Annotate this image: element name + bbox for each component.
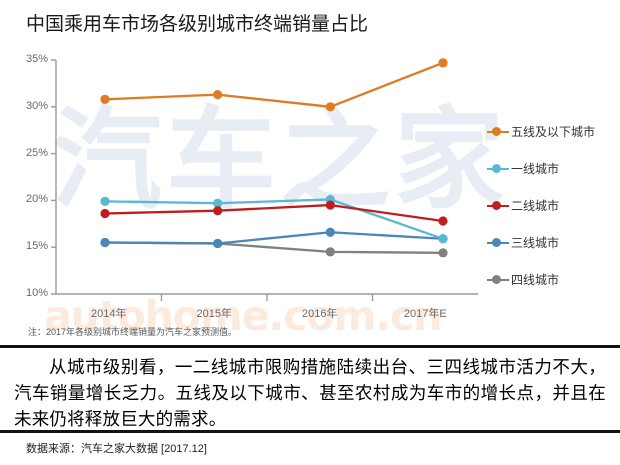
legend-label: 五线及以下城市 <box>511 125 596 139</box>
x-axis-tick: 2017年E <box>403 308 447 320</box>
summary-panel: 从城市级别看，一二线城市限购措施陆续出台、三四线城市活力不大，汽车销量增长乏力。… <box>0 345 620 433</box>
legend-swatch-icon <box>487 164 509 174</box>
legend-swatch-icon <box>487 127 509 137</box>
legend-item-4[interactable]: 三线城市 <box>487 233 595 252</box>
x-axis-tick: 2014年 <box>91 308 127 320</box>
legend-label: 三线城市 <box>511 236 560 250</box>
y-axis-tick: 35% <box>25 53 48 65</box>
legend-item-1[interactable]: 五线及以下城市 <box>487 122 595 141</box>
legend-swatch-icon <box>487 201 509 211</box>
legend-label: 四线城市 <box>511 273 560 287</box>
y-axis-tick: 30% <box>25 99 48 112</box>
summary-text: 从城市级别看，一二线城市限购措施陆续出台、三四线城市活力不大，汽车销量增长乏力。… <box>14 357 606 429</box>
x-axis-tick: 2015年 <box>196 308 232 320</box>
y-axis-tick: 25% <box>25 146 48 159</box>
legend-swatch-icon <box>487 275 509 285</box>
chart-legend: 五线及以下城市 一线城市二线城市三线城市四线城市 <box>487 122 595 307</box>
legend-swatch-icon <box>487 238 509 248</box>
y-axis-tick: 10% <box>25 287 48 299</box>
y-axis-tick: 15% <box>25 240 48 253</box>
legend-item-3[interactable]: 二线城市 <box>487 196 595 215</box>
legend-label: 一线城市 <box>511 162 560 176</box>
source-line: 数据来源：汽车之家大数据 [2017.12] <box>26 443 207 455</box>
legend-label: 二线城市 <box>511 199 560 213</box>
page-title: 中国乘用车市场各级别城市终端销量占比 <box>26 14 369 35</box>
legend-item-2[interactable]: 一线城市 <box>487 159 595 178</box>
x-axis-tick: 2016年 <box>302 308 338 320</box>
y-axis-tick: 20% <box>25 193 48 206</box>
chart-note: 注：2017年各级别城市终端销量为汽车之家预测值。 <box>28 327 238 337</box>
legend-item-5[interactable]: 四线城市 <box>487 270 595 289</box>
chart-plot-area <box>51 58 478 301</box>
